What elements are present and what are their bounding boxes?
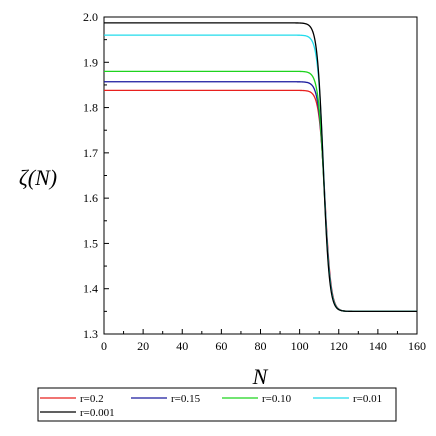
series-line-0: [104, 89, 417, 313]
x-tick-label: 60: [215, 339, 227, 353]
y-axis-ticks: 1.3 1.4 1.5 1.6 1.7 1.8 1.9 2.0: [83, 10, 109, 341]
x-axis-ticks: 0 20 40 60 80 100 120 140 160: [101, 329, 426, 353]
series-line-4: [104, 22, 417, 313]
plot-frame: [103, 16, 418, 335]
y-tick-label: 1.8: [83, 101, 98, 115]
y-tick-label: 2.0: [83, 10, 98, 24]
y-tick-label: 1.7: [83, 146, 98, 160]
x-tick-label: 120: [330, 339, 348, 353]
x-tick-label: 80: [255, 339, 267, 353]
legend-label: r=0.001: [80, 407, 115, 419]
x-tick-label: 140: [369, 339, 387, 353]
x-tick-label: 20: [137, 339, 149, 353]
x-tick-label: 0: [101, 339, 107, 353]
x-tick-label: 40: [176, 339, 188, 353]
series-line-1: [104, 81, 417, 313]
legend-label: r=0.10: [262, 393, 292, 405]
series-line-2: [104, 70, 417, 313]
x-tick-label: 160: [408, 339, 426, 353]
legend: r=0.2 r=0.15 r=0.10 r=0.01 r=0.001: [40, 393, 382, 419]
y-tick-label: 1.9: [83, 55, 98, 69]
legend-label: r=0.01: [353, 393, 382, 405]
x-axis-title: N: [252, 364, 269, 389]
series-group: [104, 22, 417, 313]
y-axis-title: ζ(N): [19, 165, 57, 190]
y-tick-label: 1.5: [83, 236, 98, 250]
y-tick-label: 1.3: [83, 327, 98, 341]
legend-box: [37, 387, 397, 422]
series-line-3: [104, 34, 417, 313]
legend-label: r=0.2: [80, 393, 104, 405]
y-tick-label: 1.4: [83, 282, 98, 296]
y-tick-label: 1.6: [83, 191, 98, 205]
legend-label: r=0.15: [171, 393, 201, 405]
x-tick-label: 100: [291, 339, 309, 353]
